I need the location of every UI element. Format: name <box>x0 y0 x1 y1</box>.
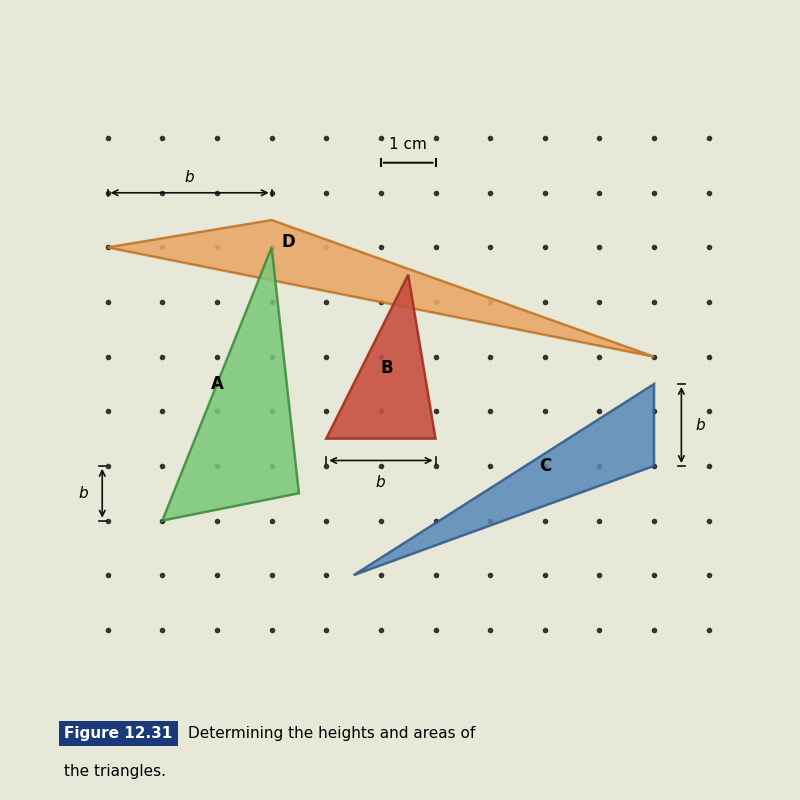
Text: B: B <box>380 358 393 377</box>
Text: the triangles.: the triangles. <box>64 763 166 778</box>
Text: A: A <box>210 375 223 393</box>
Text: 1 cm: 1 cm <box>390 137 427 152</box>
Polygon shape <box>162 247 299 521</box>
Text: $b$: $b$ <box>375 474 386 490</box>
Text: $b$: $b$ <box>78 486 89 502</box>
Text: Determining the heights and areas of: Determining the heights and areas of <box>188 726 475 741</box>
Text: $b$: $b$ <box>695 417 706 433</box>
Text: D: D <box>281 233 295 251</box>
Text: Figure 12.31: Figure 12.31 <box>64 726 172 741</box>
Polygon shape <box>108 220 654 357</box>
Text: C: C <box>538 457 551 475</box>
Polygon shape <box>326 274 435 438</box>
Text: $b$: $b$ <box>184 169 195 185</box>
Polygon shape <box>354 384 654 575</box>
